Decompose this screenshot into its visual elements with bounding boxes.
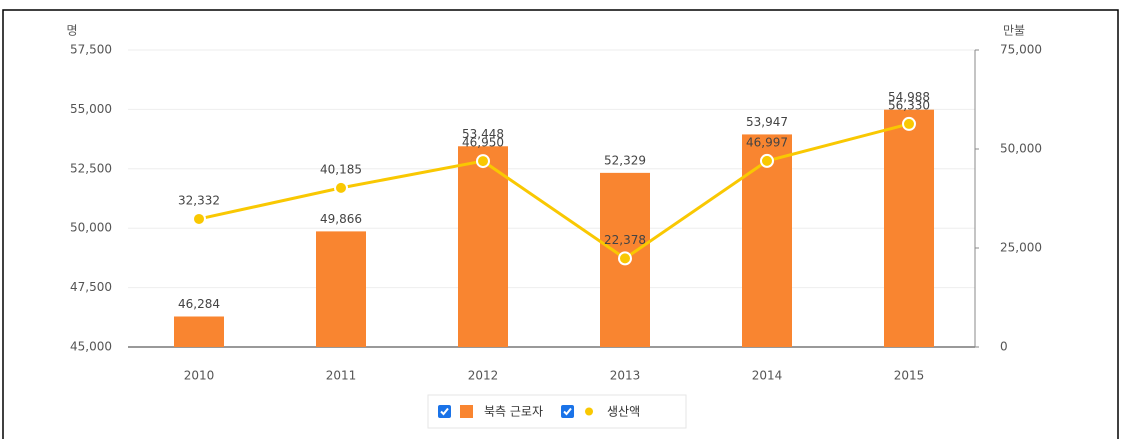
- legend-label: 북측 근로자: [484, 405, 543, 419]
- legend-swatch: [460, 405, 473, 418]
- x-tick-label: 2012: [468, 369, 499, 383]
- frame: [2, 9, 1119, 439]
- x-tick-label: 2014: [752, 369, 783, 383]
- y-axis-unit: 명: [66, 24, 77, 38]
- bar: [174, 316, 224, 347]
- y-tick-label: 57,500: [70, 43, 112, 57]
- data-label: 56,330: [888, 98, 930, 112]
- y2-tick-label: 0: [1000, 340, 1008, 354]
- x-tick-label: 2010: [184, 369, 215, 383]
- data-label: 53,448: [462, 127, 504, 141]
- data-label: 52,329: [604, 153, 646, 167]
- y-tick-label: 45,000: [70, 340, 112, 354]
- legend-swatch: [585, 407, 594, 416]
- y2-tick-label: 75,000: [1000, 43, 1042, 57]
- data-label: 40,185: [320, 162, 362, 176]
- data-label: 49,866: [320, 212, 362, 226]
- line: [198, 122, 910, 261]
- x-tick-label: 2015: [894, 369, 925, 383]
- data-label: 46,950: [462, 136, 504, 150]
- point: [618, 251, 632, 266]
- y-tick-label: 52,500: [70, 161, 112, 175]
- data-label: 32,332: [178, 193, 220, 207]
- data-label: 46,997: [746, 135, 788, 149]
- y-tick-label: 55,000: [70, 102, 112, 116]
- bar: [742, 134, 792, 347]
- data-label: 53,947: [746, 115, 788, 129]
- point: [760, 153, 774, 168]
- y2-tick-label: 25,000: [1000, 241, 1042, 255]
- point: [334, 180, 348, 195]
- bar: [316, 231, 366, 347]
- data-label: 46,284: [178, 297, 220, 311]
- x-tick-label: 2011: [326, 369, 357, 383]
- point: [902, 116, 916, 131]
- bar: [884, 109, 934, 347]
- y-tick-label: 47,500: [70, 280, 112, 294]
- y2-axis-unit: 만불: [1003, 24, 1025, 38]
- legend-check: [563, 407, 572, 416]
- legend-check: [440, 407, 449, 416]
- point: [192, 211, 206, 226]
- data-label: 54,988: [888, 90, 930, 104]
- x-tick-label: 2013: [610, 369, 641, 383]
- point: [476, 154, 490, 169]
- y2-tick-label: 50,000: [1000, 142, 1042, 156]
- data-label: 22,378: [604, 233, 646, 247]
- bar: [458, 146, 508, 347]
- legend-label: 생산액: [607, 405, 640, 419]
- y-tick-label: 50,000: [70, 221, 112, 235]
